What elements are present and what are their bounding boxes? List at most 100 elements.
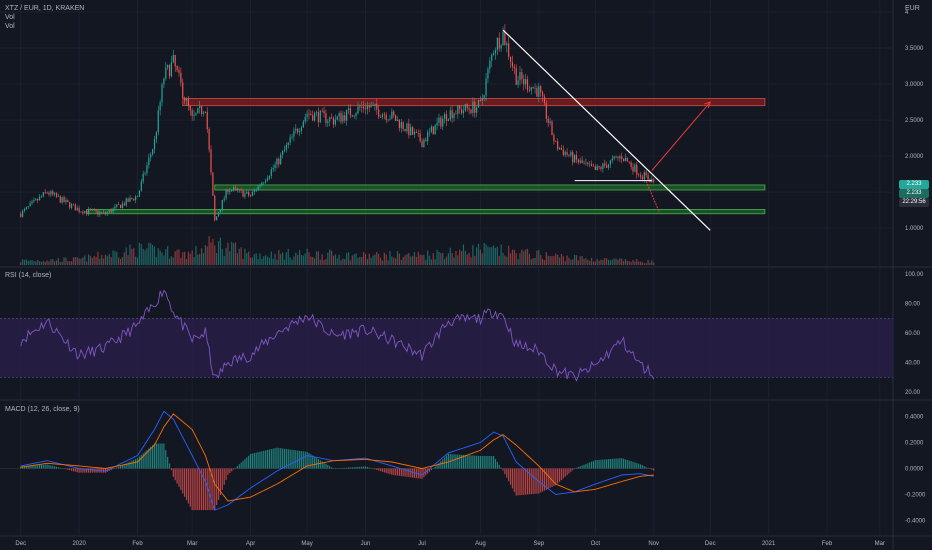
volume-bar <box>329 249 331 265</box>
candle-body <box>274 164 276 169</box>
macd-hist-bar <box>20 466 22 469</box>
macd-hist-bar <box>129 461 131 469</box>
candle-body <box>234 187 237 189</box>
volume-bar <box>197 254 199 265</box>
macd-hist-bar <box>626 459 628 469</box>
macd-hist-bar <box>579 466 581 469</box>
macd-hist-bar <box>459 454 461 469</box>
volume-bar <box>74 257 76 265</box>
candle-body <box>112 208 114 213</box>
price-tick-label: 3.5000 <box>905 46 924 52</box>
rsi-tick-label: 100.00 <box>905 272 924 278</box>
macd-hist-bar <box>372 468 374 469</box>
volume-bar <box>104 254 107 265</box>
candle-body <box>366 105 368 110</box>
macd-hist-bar <box>451 454 453 469</box>
candle-body <box>116 204 118 207</box>
volume-bar <box>308 252 310 265</box>
volume-bar <box>289 257 291 265</box>
volume-bar <box>142 248 144 265</box>
candle-body <box>355 113 357 116</box>
candle-body <box>400 122 402 128</box>
candle-body <box>378 109 380 117</box>
macd-hist-bar <box>155 443 157 469</box>
candle-body <box>148 157 150 166</box>
macd-hist-bar <box>249 453 252 469</box>
candle-body <box>381 114 384 118</box>
volume-bar <box>393 257 395 265</box>
volume-bar <box>219 237 222 265</box>
macd-hist-bar <box>547 468 549 489</box>
macd-hist-bar <box>54 466 56 469</box>
volume-bar <box>445 256 448 265</box>
macd-hist-bar <box>606 459 608 469</box>
candle-body <box>180 72 182 83</box>
macd-hist-bar <box>225 468 227 480</box>
volume-bar <box>547 255 549 265</box>
volume-bar <box>579 256 581 265</box>
macd-hist-bar <box>440 461 442 469</box>
candle-body <box>415 132 417 133</box>
candle-body <box>225 189 227 199</box>
rsi-legend: RSI (14, close) <box>5 271 51 280</box>
macd-hist-bar <box>293 450 295 469</box>
macd-hist-bar <box>423 468 425 478</box>
macd-hist-bar <box>622 458 625 469</box>
macd-hist-bar <box>600 459 602 469</box>
volume-bar <box>389 251 391 265</box>
candle-body <box>600 167 602 170</box>
macd-hist-bar <box>511 468 514 489</box>
volume-bar <box>636 258 638 265</box>
macd-hist-bar <box>221 468 223 490</box>
volume-bar <box>413 251 416 265</box>
symbol-label: XTZ / EUR, 1D, KRAKEN <box>5 5 85 12</box>
volume-bar <box>150 243 152 265</box>
x-tick-label: Jul <box>418 541 426 547</box>
candle-body <box>436 122 438 126</box>
macd-hist-bar <box>283 448 286 469</box>
candle-body <box>249 195 252 197</box>
macd-hist-bar <box>67 468 69 470</box>
macd-hist-bar <box>206 468 208 511</box>
candle-body <box>447 119 449 121</box>
volume-bar <box>61 261 63 265</box>
macd-hist-bar <box>634 462 636 469</box>
macd-hist-bar <box>63 468 65 469</box>
candle-body <box>517 80 519 85</box>
volume-bar <box>135 256 137 265</box>
macd-hist-bar <box>366 467 368 469</box>
candle-body <box>621 156 623 160</box>
candle-body <box>336 116 338 120</box>
volume-bar <box>609 260 612 265</box>
volume-bar <box>57 258 60 265</box>
macd-hist-bar <box>506 468 508 478</box>
candle-body <box>408 123 410 136</box>
volume-bar <box>180 258 182 265</box>
volume-bar <box>266 256 269 265</box>
macd-hist-bar <box>25 465 27 469</box>
x-tick-label: Mar <box>187 541 197 547</box>
volume-bar <box>298 250 301 265</box>
candle-body <box>185 98 188 101</box>
volume-bar <box>347 252 350 265</box>
volume-bar <box>651 260 653 265</box>
macd-hist-bar <box>93 468 95 473</box>
volume-bar <box>118 257 120 265</box>
volume-bar <box>148 242 150 265</box>
macd-hist-bar <box>647 467 649 469</box>
volume-bar <box>280 254 282 265</box>
volume-bar <box>572 259 574 265</box>
volume-bar <box>398 253 401 265</box>
candle-body <box>474 101 476 113</box>
volume-bar <box>33 261 35 265</box>
candle-body <box>587 162 589 164</box>
volume-bar <box>136 257 139 265</box>
candle-body <box>167 65 169 68</box>
volume-bar <box>161 252 163 265</box>
candle-body <box>353 115 355 117</box>
macd-hist-bar <box>35 465 37 469</box>
candle-body <box>589 163 591 165</box>
candle-body <box>50 191 52 195</box>
candle-body <box>340 113 342 122</box>
